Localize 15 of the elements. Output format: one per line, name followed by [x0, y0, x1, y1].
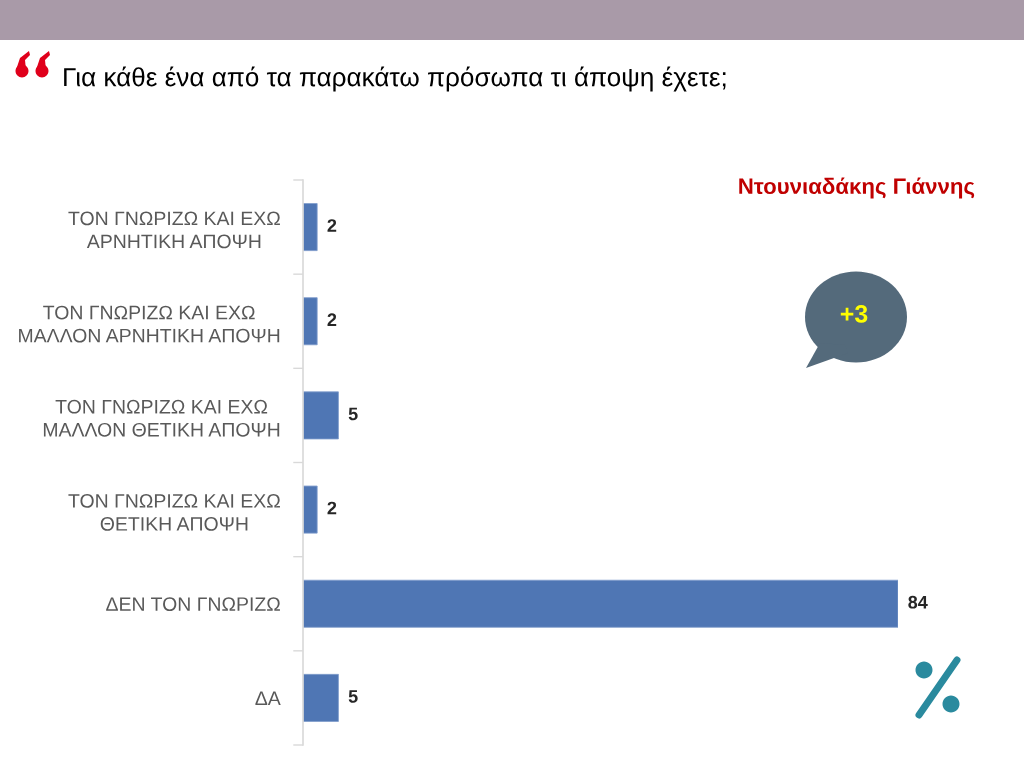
data-label: 5 — [348, 407, 358, 421]
y-tick-label: ΔΑ — [255, 691, 281, 705]
data-label: 84 — [908, 595, 928, 609]
annotation: +3 — [840, 305, 868, 323]
data-label: 2 — [327, 501, 337, 515]
y-tick-label: ΤΟΝ ΓΝΩΡΙΖΩ ΚΑΙ ΕΧΩ ΑΡΝΗΤΙΚΗ ΑΠΟΨΗ — [68, 211, 280, 249]
chart-subtitle: Ντουνιαδάκης Γιάννης — [739, 177, 975, 199]
data-label: 5 — [348, 690, 358, 703]
y-tick-label: ΤΟΝ ΓΝΩΡΙΖΩ ΚΑΙ ΕΧΩ ΜΑΛΛΟΝ ΘΕΤΙΚΗ ΑΠΟΨΗ — [43, 399, 280, 437]
data-label: 2 — [327, 313, 337, 326]
chart-title: Για κάθε ένα από τα παρακάτω πρόσωπα τι άποψη έχετε; — [64, 66, 726, 92]
data-label: 2 — [327, 219, 337, 232]
y-tick-label: ΔΕΝ ΤΟΝ ΓΝΩΡΙΖΩ — [106, 597, 280, 611]
y-tick-label: ΤΟΝ ΓΝΩΡΙΖΩ ΚΑΙ ΕΧΩ ΘΕΤΙΚΗ ΑΠΟΨΗ — [68, 493, 280, 531]
y-tick-label: ΤΟΝ ΓΝΩΡΙΖΩ ΚΑΙ ΕΧΩ ΜΑΛΛΟΝ ΑΡΝΗΤΙΚΗ ΑΠΟΨΗ — [19, 305, 280, 343]
